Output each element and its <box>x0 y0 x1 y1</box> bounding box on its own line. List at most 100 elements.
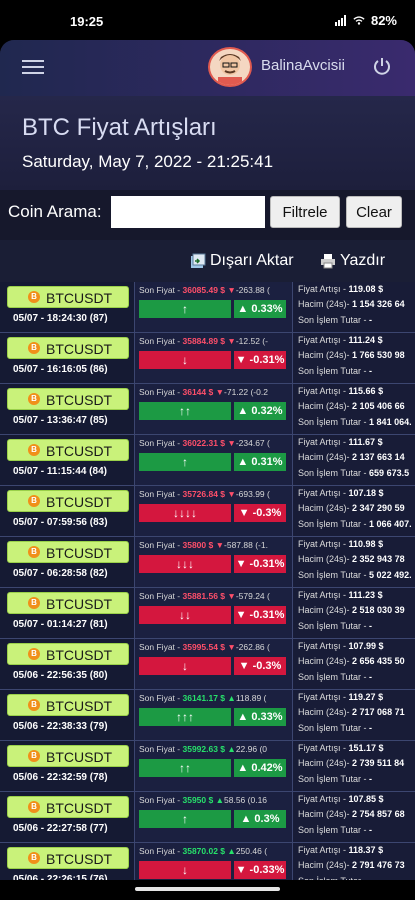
coin-badge[interactable]: B BTCUSDT <box>7 847 129 869</box>
volume-line: Hacim (24s)- 2 347 290 59 <box>298 503 405 513</box>
filter-button[interactable]: Filtrele <box>270 196 340 228</box>
volume-line: Hacim (24s)- 2 518 030 39 <box>298 605 405 615</box>
price-cell: Son Fiyat - 35950 $ ▲58.56 (0.16 ↑ ▲ 0.3% <box>134 792 293 842</box>
stats-cell: Fiyat Artışı - 110.98 $ Hacim (24s)- 2 35… <box>292 537 415 587</box>
username: BalinaAvcisii <box>261 57 345 74</box>
signal-time: 05/07 - 18:24:30 <box>13 313 87 324</box>
timestamp: 05/07 - 11:15:44 (84) <box>13 466 107 477</box>
table-row[interactable]: B BTCUSDT 05/07 - 11:15:44 (84) Son Fiyat -… <box>0 435 415 486</box>
price-cell: Son Fiyat - 35881.56 $ ▼-579.24 (↓↓ ▼ -0.… <box>134 588 293 638</box>
search-input[interactable] <box>111 196 265 228</box>
price-line: Son Fiyat - 35995.54 $ ▼-262.86 ( <box>139 642 270 652</box>
last-price-value: 35726.84 $ <box>182 489 226 499</box>
volume-line: Hacim (24s)- 2 656 435 50 <box>298 656 405 666</box>
last-price-value: 36144 $ <box>182 387 214 397</box>
increase-value: 115.66 $ <box>348 386 384 396</box>
change-triangle-icon: ▲ <box>227 846 236 856</box>
percent-badge: ▲ 0.31% <box>234 453 286 471</box>
coin-badge[interactable]: B BTCUSDT <box>7 286 129 308</box>
increase-value: 119.27 $ <box>348 692 384 702</box>
signal-count: (83) <box>89 517 108 528</box>
price-cell: Son Fiyat - 36085.49 $ ▼-263.88 (↑ ▲ 0.33… <box>134 282 293 332</box>
price-line: Son Fiyat - 35800 $ ▼-587.88 (-1. <box>139 540 268 550</box>
percent-badge: ▼ -0.3% <box>234 657 286 675</box>
timestamp: 05/06 - 22:26:15 (76) <box>13 874 108 880</box>
coin-badge[interactable]: B BTCUSDT <box>7 694 129 716</box>
volume-value: 2 717 068 71 <box>352 707 405 717</box>
volume-line: Hacim (24s)- 2 717 068 71 <box>298 707 405 717</box>
signal-time: 05/07 - 11:15:44 <box>13 466 87 477</box>
timestamp: 05/07 - 16:16:05 (86) <box>13 364 108 375</box>
coin-badge[interactable]: B BTCUSDT <box>7 337 129 359</box>
coin-badge[interactable]: B BTCUSDT <box>7 490 129 512</box>
trade-line: Son İşlem Tutar - - <box>298 723 373 733</box>
trend-arrows: ↑ <box>139 810 231 828</box>
table-row[interactable]: B BTCUSDT 05/07 - 07:59:56 (83) Son Fiyat -… <box>0 486 415 537</box>
coin-badge[interactable]: B BTCUSDT <box>7 745 129 767</box>
bitcoin-icon: B <box>28 699 40 711</box>
table-row[interactable]: B BTCUSDT 05/07 - 06:28:58 (82) Son Fiyat -… <box>0 537 415 588</box>
volume-value: 2 754 857 68 <box>352 809 405 819</box>
coin-cell: B BTCUSDT 05/06 - 22:27:58 (77) <box>0 792 134 842</box>
trade-value: 5 022 492. <box>369 570 412 580</box>
volume-value: 2 518 030 39 <box>352 605 405 615</box>
bitcoin-icon: B <box>28 852 40 864</box>
percent-badge: ▲ 0.42% <box>234 759 286 777</box>
coin-badge[interactable]: B BTCUSDT <box>7 643 129 665</box>
home-indicator[interactable] <box>135 887 280 891</box>
trend-arrows: ↑↑ <box>139 402 231 420</box>
table-row[interactable]: B BTCUSDT 05/07 - 01:14:27 (81) Son Fiyat -… <box>0 588 415 639</box>
last-price-value: 35950 $ <box>182 795 214 805</box>
percent-badge: ▼ -0.31% <box>234 351 286 369</box>
change-value: ▼-587.88 (-1. <box>215 540 268 550</box>
volume-value: 2 137 663 14 <box>352 452 405 462</box>
trade-line: Son İşlem Tutar - - <box>298 825 373 835</box>
coin-badge[interactable]: B BTCUSDT <box>7 388 129 410</box>
price-line: Son Fiyat - 36144 $ ▼-71.22 (-0.2 <box>139 387 268 397</box>
trade-line: Son İşlem Tutar - 659 673.5 <box>298 468 410 478</box>
coin-symbol: BTCUSDT <box>46 800 113 816</box>
table-row[interactable]: B BTCUSDT 05/06 - 22:56:35 (80) Son Fiyat -… <box>0 639 415 690</box>
last-price-value: 36022.31 $ <box>182 438 226 448</box>
table-row[interactable]: B BTCUSDT 05/07 - 16:16:05 (86) Son Fiyat -… <box>0 333 415 384</box>
table-row[interactable]: B BTCUSDT 05/06 - 22:26:15 (76) Son Fiyat -… <box>0 843 415 880</box>
coin-symbol: BTCUSDT <box>46 443 113 459</box>
price-cell: Son Fiyat - 36144 $ ▼-71.22 (-0.2 ↑↑ ▲ 0.3… <box>134 384 293 434</box>
search-label: Coin Arama: <box>8 202 102 221</box>
coin-cell: B BTCUSDT 05/06 - 22:38:33 (79) <box>0 690 134 740</box>
print-label: Yazdır <box>340 252 386 269</box>
increase-line: Fiyat Artışı - 111.24 $ <box>298 335 383 345</box>
print-button[interactable]: Yazdır <box>320 252 385 270</box>
table-row[interactable]: B BTCUSDT 05/06 - 22:38:33 (79) Son Fiyat -… <box>0 690 415 741</box>
change-value: ▼-693.99 ( <box>227 489 270 499</box>
clear-button[interactable]: Clear <box>346 196 402 228</box>
coin-badge[interactable]: B BTCUSDT <box>7 592 129 614</box>
power-icon[interactable] <box>372 56 392 76</box>
change-value: ▼-579.24 ( <box>227 591 270 601</box>
coin-badge[interactable]: B BTCUSDT <box>7 439 129 461</box>
increase-line: Fiyat Artışı - 111.23 $ <box>298 590 383 600</box>
coin-badge[interactable]: B BTCUSDT <box>7 796 129 818</box>
table-row[interactable]: B BTCUSDT 05/06 - 22:32:59 (78) Son Fiyat -… <box>0 741 415 792</box>
avatar[interactable] <box>208 47 252 87</box>
trend-arrows: ↓ <box>139 351 231 369</box>
volume-line: Hacim (24s)- 2 352 943 78 <box>298 554 405 564</box>
table-row[interactable]: B BTCUSDT 05/06 - 22:27:58 (77) Son Fiyat -… <box>0 792 415 843</box>
change-value: ▼-262.86 ( <box>227 642 270 652</box>
signal-icon <box>334 15 346 26</box>
coin-cell: B BTCUSDT 05/07 - 01:14:27 (81) <box>0 588 134 638</box>
price-line: Son Fiyat - 35992.63 $ ▲22.96 (0 <box>139 744 267 754</box>
signal-count: (84) <box>89 466 107 477</box>
trade-value: - <box>369 315 373 325</box>
change-value: ▼-71.22 (-0.2 <box>215 387 268 397</box>
stats-cell: Fiyat Artışı - 119.08 $ Hacim (24s)- 1 15… <box>292 282 415 332</box>
volume-value: 2 739 511 84 <box>352 758 405 768</box>
table-row[interactable]: B BTCUSDT 05/07 - 13:36:47 (85) Son Fiyat -… <box>0 384 415 435</box>
coin-badge[interactable]: B BTCUSDT <box>7 541 129 563</box>
menu-icon[interactable] <box>22 57 44 77</box>
change-triangle-icon: ▲ <box>227 744 236 754</box>
export-button[interactable]: Dışarı Aktar <box>190 252 294 270</box>
trade-line: Son İşlem Tutar - - <box>298 672 373 682</box>
volume-line: Hacim (24s)- 2 791 476 73 <box>298 860 405 870</box>
table-row[interactable]: B BTCUSDT 05/07 - 18:24:30 (87) Son Fiyat -… <box>0 282 415 333</box>
